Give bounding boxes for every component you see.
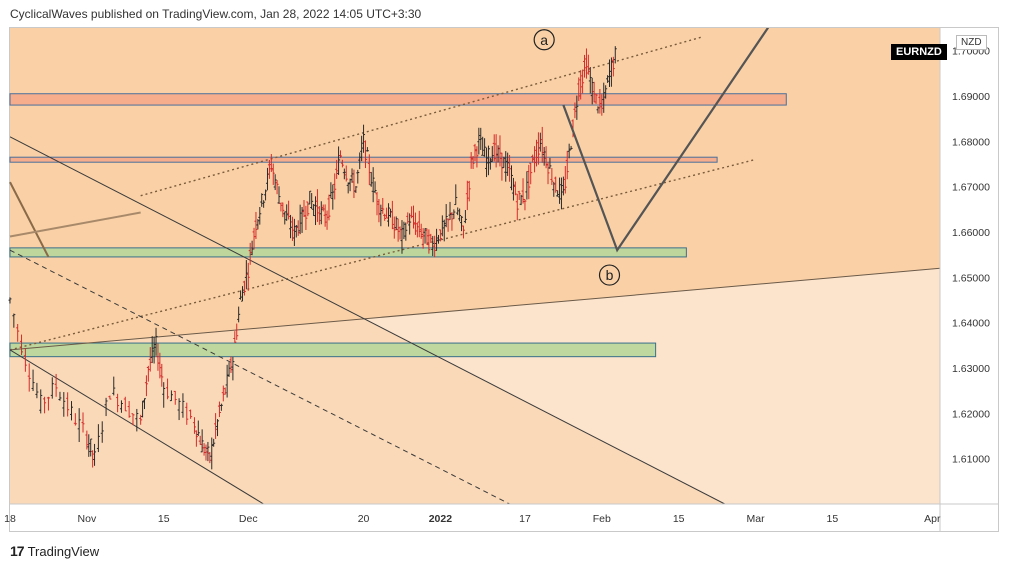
trendline-2: [10, 267, 940, 351]
x-tick-label: 17: [519, 513, 531, 525]
wave-label-circle-b: [598, 264, 621, 286]
wave-label-b: b: [606, 267, 614, 283]
x-tick-label: 18: [4, 513, 16, 525]
x-tick-label: 15: [827, 513, 839, 525]
zone-resistance-1: [9, 156, 718, 163]
x-tick-label: Feb: [593, 513, 611, 525]
y-tick-label: 1.68000: [952, 136, 990, 148]
y-tick-label: 1.67000: [952, 182, 990, 194]
zone-support-3: [9, 342, 657, 358]
marker-short-line: [9, 211, 141, 238]
symbol-badge: EURNZD: [891, 44, 947, 60]
wave-label-circle-a: [533, 29, 555, 51]
x-tick-label: Mar: [746, 513, 765, 525]
chart-frame: [9, 27, 999, 532]
y-tick-label: 1.62000: [952, 408, 990, 420]
trendline-0: [140, 36, 702, 197]
marker-arrow-line: [9, 181, 50, 258]
x-tick-label: 20: [358, 513, 370, 525]
wave-label-a: a: [540, 32, 548, 48]
trendline-4: [10, 249, 510, 504]
publish-caption: CyclicalWaves published on TradingView.c…: [10, 7, 422, 21]
tradingview-footer[interactable]: 17 TradingView: [10, 543, 99, 559]
x-tick-label: 2022: [429, 513, 453, 525]
y-tick-label: 1.65000: [952, 272, 990, 284]
y-tick-label: 1.69000: [952, 91, 990, 103]
tradingview-logo-icon: 17: [10, 543, 25, 559]
trendline-1: [10, 158, 756, 351]
x-tick-label: 15: [158, 513, 170, 525]
brand-label: TradingView: [27, 543, 100, 559]
currency-label: NZD: [956, 35, 987, 50]
x-tick-label: Dec: [239, 513, 258, 525]
x-tick-label: Nov: [78, 513, 97, 525]
y-tick-label: 1.61000: [952, 454, 990, 466]
y-tick-label: 1.63000: [952, 363, 990, 375]
zone-support-2: [9, 247, 687, 258]
y-tick-label: 1.64000: [952, 318, 990, 330]
trendline-3: [10, 136, 726, 504]
wave-projection-path: [562, 28, 770, 253]
y-tick-label: 1.66000: [952, 227, 990, 239]
x-tick-label: 15: [673, 513, 685, 525]
x-tick-label: Apr: [924, 513, 941, 525]
zone-resistance-0: [9, 93, 787, 106]
